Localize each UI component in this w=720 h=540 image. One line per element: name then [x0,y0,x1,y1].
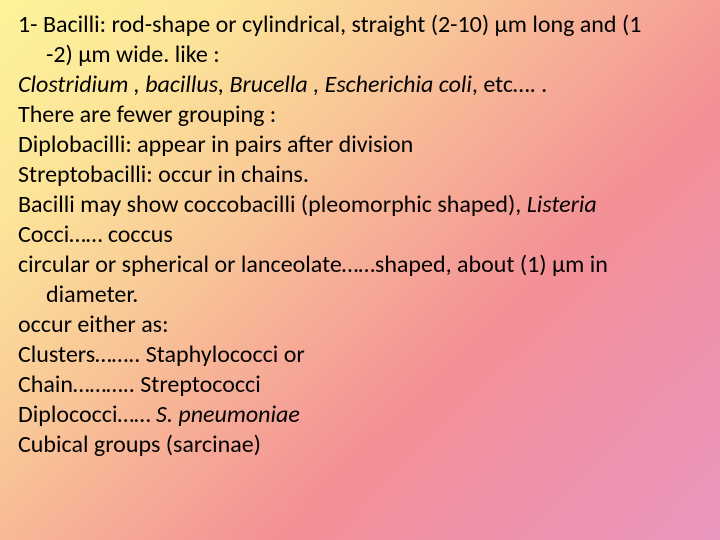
text: Chain……….. Streptococci [18,370,261,399]
text: -2) µm wide. like : [46,40,220,69]
text: Cocci…… coccus [18,220,173,249]
text-italic: Clostridium , bacillus, Brucella , Esche… [18,70,472,99]
line-clusters: Clusters…….. Staphylococci or [18,340,702,370]
text: Diplococci…… [18,400,156,429]
line-bacilli-1: 1- Bacilli: rod-shape or cylindrical, st… [18,10,702,40]
text: There are fewer grouping : [18,100,276,129]
line-streptobacilli: Streptobacilli: occur in chains. [18,160,702,190]
line-examples: Clostridium , bacillus, Brucella , Esche… [18,70,702,100]
text: Bacilli may show coccobacilli (pleomorph… [18,190,527,219]
line-cocci: Cocci…… coccus [18,220,702,250]
line-shape-1: circular or spherical or lanceolate……sha… [18,250,702,280]
line-grouping: There are fewer grouping : [18,100,702,130]
text: circular or spherical or lanceolate……sha… [18,250,608,279]
slide: 1- Bacilli: rod-shape or cylindrical, st… [0,0,720,540]
line-diplobacilli: Diplobacilli: appear in pairs after divi… [18,130,702,160]
text-italic: Listeria [527,190,597,219]
text-italic: S. pneumoniae [156,400,300,429]
line-diplococci: Diplococci…… S. pneumoniae [18,400,702,430]
line-shape-2: diameter. [18,280,702,310]
line-bacilli-2: -2) µm wide. like : [18,40,702,70]
text: diameter. [46,280,138,309]
text: occur either as: [18,310,169,339]
line-chain: Chain……….. Streptococci [18,370,702,400]
text: Cubical groups (sarcinae) [18,430,261,459]
text: Clusters…….. Staphylococci or [18,340,305,369]
text: 1- Bacilli: rod-shape or cylindrical, st… [18,10,641,39]
line-occur: occur either as: [18,310,702,340]
line-cubical: Cubical groups (sarcinae) [18,430,702,460]
line-coccobacilli: Bacilli may show coccobacilli (pleomorph… [18,190,702,220]
text: Streptobacilli: occur in chains. [18,160,309,189]
text: Diplobacilli: appear in pairs after divi… [18,130,413,159]
text: , etc…. . [472,70,547,99]
